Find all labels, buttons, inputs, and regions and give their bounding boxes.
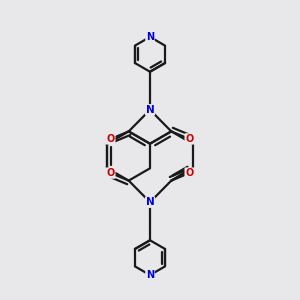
Text: O: O (106, 134, 115, 144)
Text: N: N (146, 32, 154, 42)
Text: N: N (146, 105, 154, 115)
Text: O: O (185, 168, 194, 178)
Text: O: O (185, 134, 194, 144)
Text: N: N (146, 270, 154, 280)
Text: O: O (106, 168, 115, 178)
Text: N: N (146, 197, 154, 207)
